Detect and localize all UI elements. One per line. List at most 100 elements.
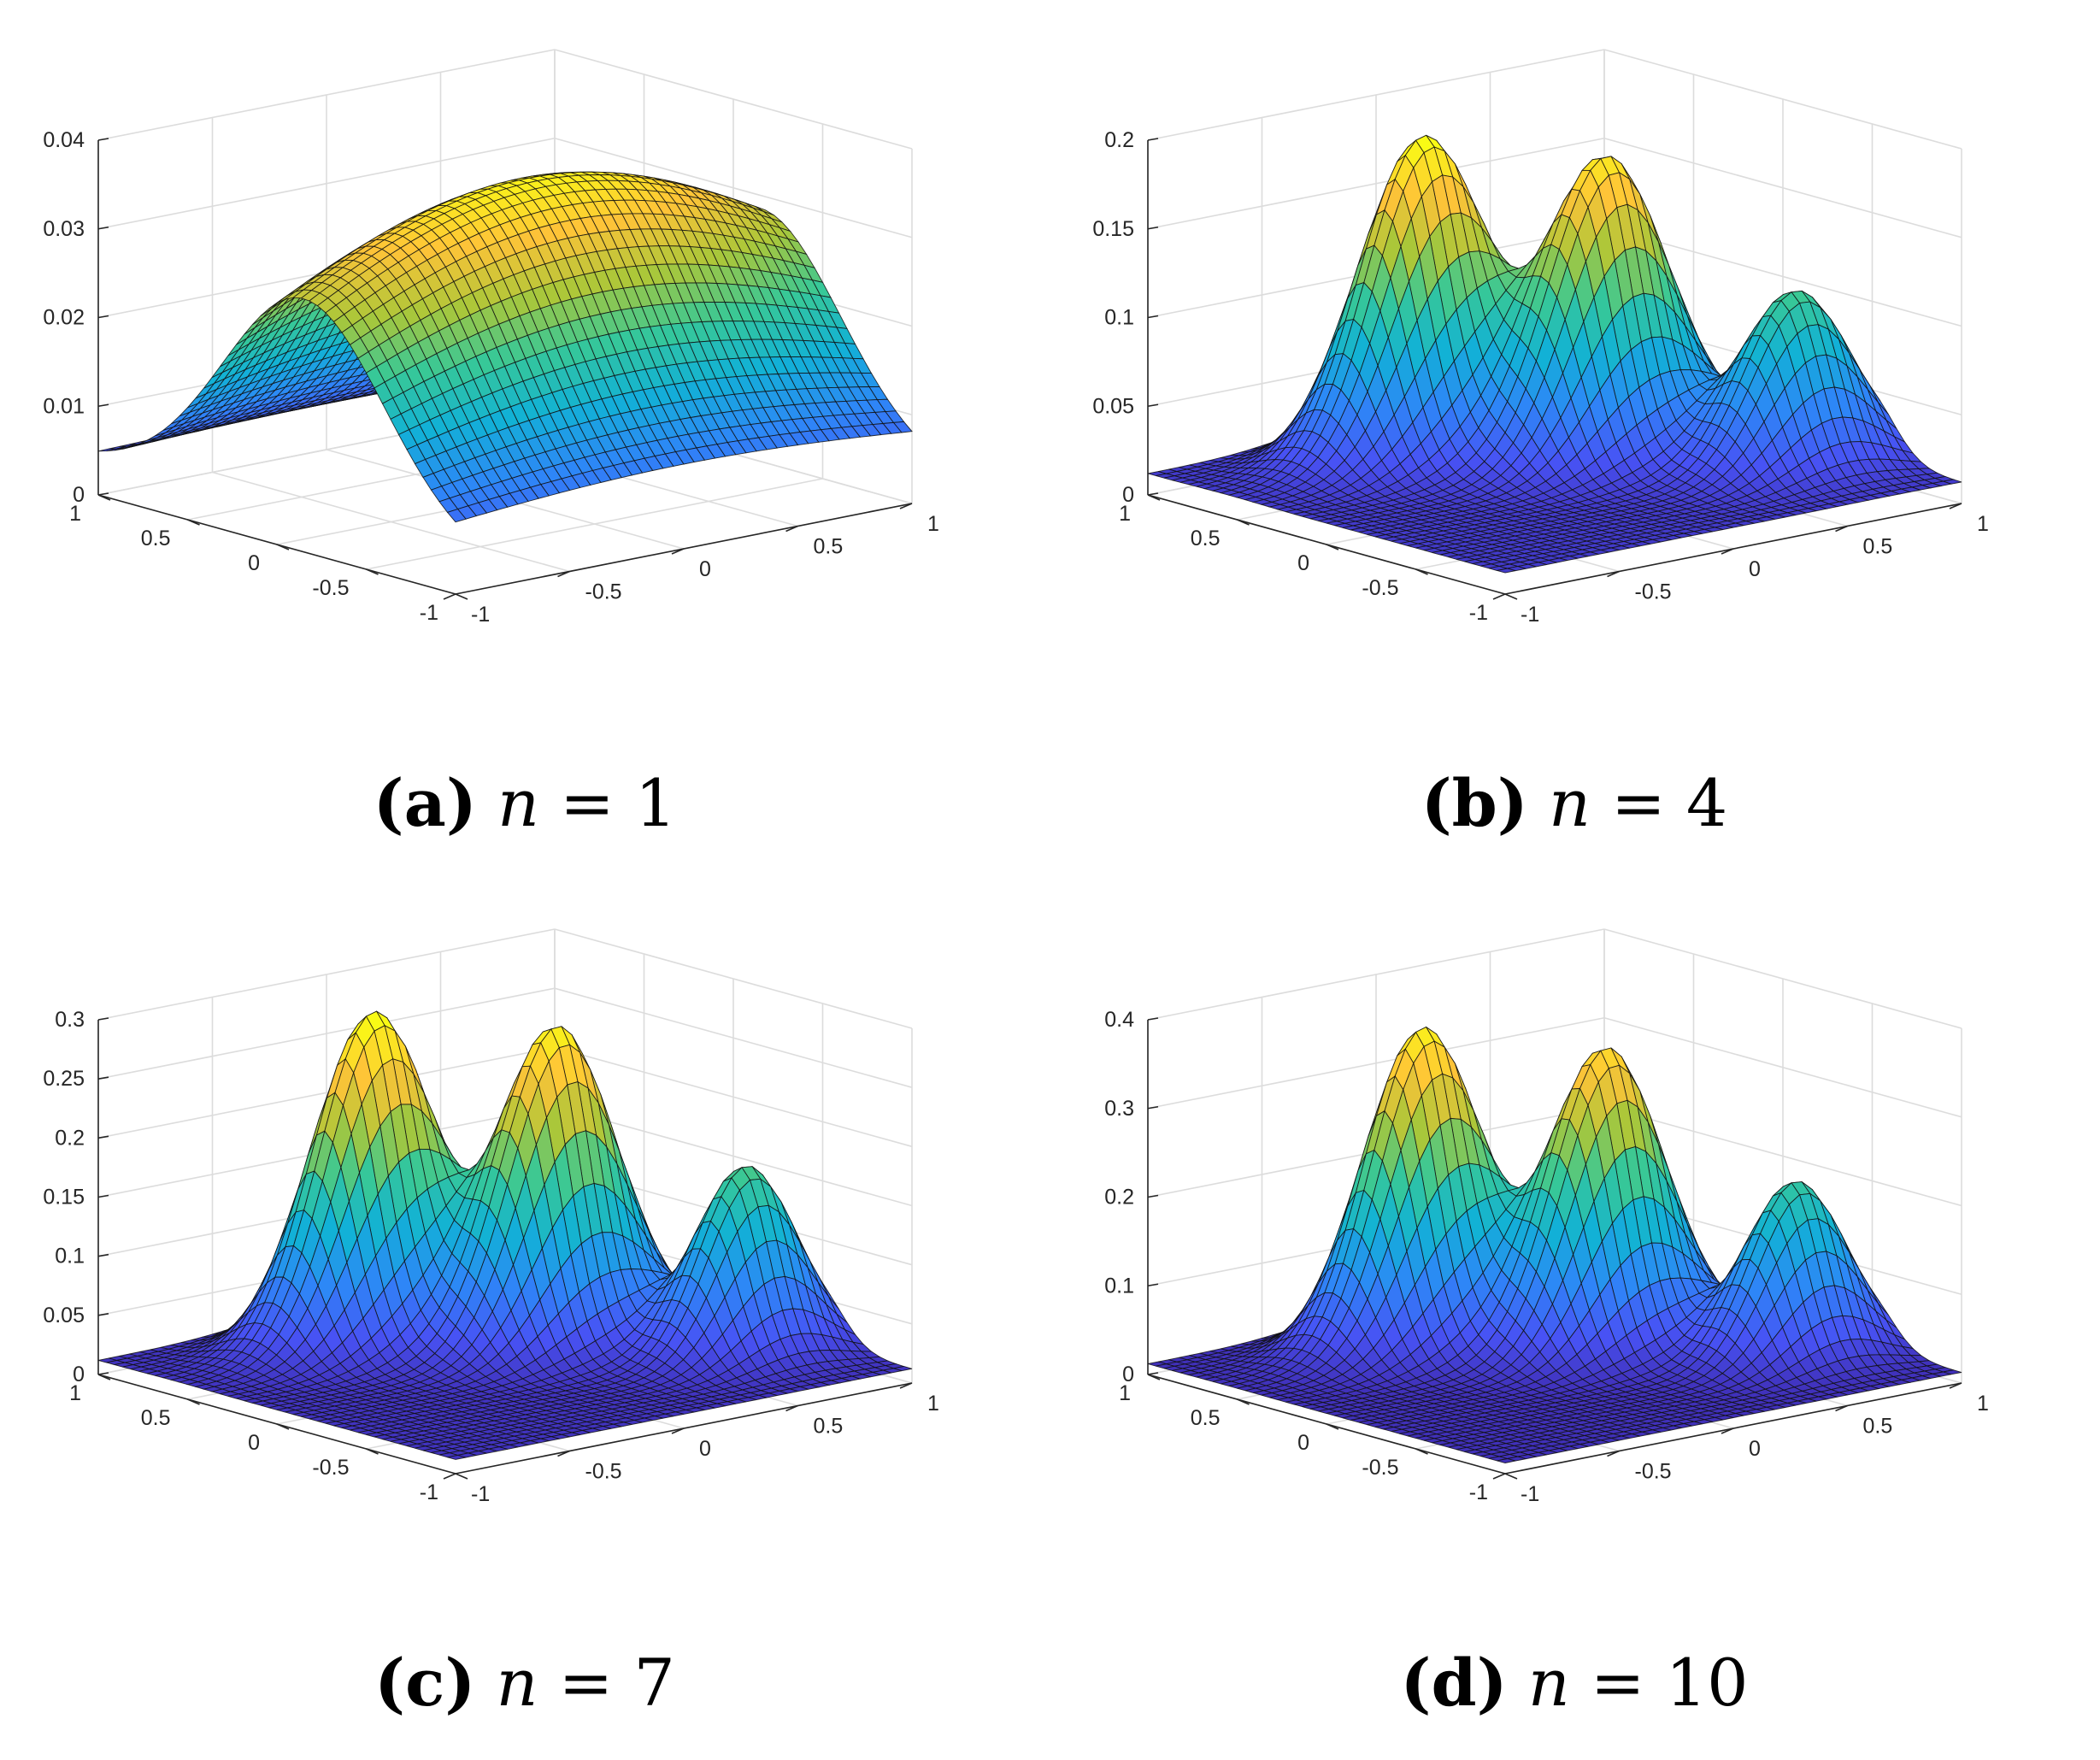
z-tick: [97, 1313, 109, 1316]
y-tick-label: 0.5: [141, 527, 171, 550]
caption-a: (a) n = 1: [0, 765, 1050, 841]
z-tick-label: 0.02: [43, 306, 85, 330]
wall-grid-line: [1603, 49, 1962, 150]
x-tick-label: 0.5: [1863, 535, 1893, 559]
wall-grid-line: [1603, 226, 1962, 327]
x-tick-label: -1: [471, 603, 490, 627]
z-tick-label: 0.2: [1104, 128, 1134, 152]
y-tick: [1504, 593, 1518, 600]
caption-value: 4: [1685, 765, 1728, 841]
x-tick: [1721, 548, 1734, 555]
z-tick: [97, 1372, 109, 1375]
surface-mesh: [97, 171, 913, 523]
z-tick: [1147, 403, 1159, 408]
z-tick-label: 0.3: [55, 1008, 85, 1032]
panel-a: 0 0.01 0.02 0.03 0.04 -1 -0.5 0 0.5 1 -1 -0.5 0 0.5 1 …: [0, 0, 1050, 880]
y-tick-label: -0.5: [312, 576, 349, 600]
x-tick-label: -0.5: [1635, 580, 1672, 604]
y-tick-label: -0.5: [1362, 576, 1398, 600]
y-tick-label: -1: [420, 1480, 438, 1504]
x-tick-label: 0: [699, 1437, 711, 1461]
x-tick-label: 1: [927, 1392, 939, 1416]
y-tick: [97, 1374, 111, 1380]
x-tick: [443, 1473, 456, 1480]
y-tick-label: 0: [1297, 551, 1309, 575]
x-tick: [1607, 570, 1620, 578]
z-tick: [97, 138, 109, 141]
surface-mesh: [1147, 134, 1962, 574]
y-tick: [366, 1448, 379, 1455]
x-tick-label: 1: [1977, 512, 1989, 536]
x-tick: [785, 525, 798, 533]
surface-patch: [1497, 568, 1516, 574]
y-tick-label: -1: [420, 601, 438, 625]
y-tick: [276, 544, 290, 550]
z-tick: [1147, 315, 1159, 319]
z-tick-label: 0.04: [43, 128, 85, 152]
wall-grid-line: [554, 49, 913, 150]
x-tick-label: -0.5: [585, 1460, 622, 1484]
z-tick: [97, 492, 109, 496]
y-tick-label: 0: [248, 1431, 260, 1455]
caption-equals: =: [1611, 765, 1666, 841]
wall-grid-line: [1147, 137, 1605, 230]
wall-grid-line: [1147, 49, 1605, 141]
z-tick-label: 0.15: [1092, 217, 1134, 241]
x-tick: [443, 593, 456, 600]
y-tick: [455, 1473, 468, 1480]
caption-value: 1: [634, 765, 677, 841]
x-tick: [557, 570, 570, 578]
wall-grid-line: [554, 1046, 913, 1148]
z-tick: [97, 403, 109, 408]
z-tick-label: 0.2: [55, 1126, 85, 1150]
caption-variable: n: [497, 765, 539, 841]
wall-grid-line: [554, 928, 913, 1029]
y-tick-label: -1: [1469, 601, 1488, 625]
z-tick-label: 0: [1122, 483, 1134, 507]
y-tick: [97, 494, 111, 501]
y-tick: [1237, 519, 1250, 526]
wall-grid-line: [1603, 137, 1962, 238]
z-tick: [97, 1194, 109, 1198]
x-tick-label: -1: [1521, 603, 1539, 627]
x-tick-label: -0.5: [585, 580, 622, 604]
z-tick: [97, 1076, 109, 1080]
wall-grid-line: [554, 1105, 913, 1207]
z-tick-label: 0.03: [43, 217, 85, 241]
z-tick-label: 0: [73, 1363, 85, 1386]
x-tick: [1492, 593, 1506, 600]
x-tick: [671, 1427, 685, 1434]
z-tick: [97, 226, 109, 230]
z-tick-label: 0: [73, 483, 85, 507]
z-tick: [1147, 138, 1159, 141]
x-tick-label: 0: [1749, 557, 1761, 581]
y-tick: [1326, 544, 1339, 550]
x-tick-label: 0: [699, 557, 711, 581]
z-tick-label: 0.01: [43, 394, 85, 418]
z-tick: [1147, 226, 1159, 230]
wall-grid-line: [554, 987, 913, 1088]
z-tick-label: 0.05: [43, 1304, 85, 1327]
wall-grid-line: [554, 137, 913, 238]
z-tick: [97, 1253, 109, 1257]
wall-grid-line: [97, 49, 556, 141]
z-tick-label: 0.15: [43, 1186, 85, 1210]
y-tick-label: 1: [69, 502, 81, 526]
x-tick: [1835, 525, 1848, 533]
z-tick-label: 0.1: [55, 1245, 85, 1268]
surface-plot-c: 00.050.10.150.20.250.3-1-0.500.51-1-0.50…: [43, 928, 939, 1506]
y-tick-label: 1: [1119, 502, 1131, 526]
y-tick-label: 1: [69, 1381, 81, 1405]
x-tick-label: -1: [471, 1482, 490, 1506]
y-tick: [1147, 494, 1161, 501]
caption-b: (b) n = 4: [1050, 765, 2099, 841]
z-tick: [97, 1135, 109, 1139]
caption-label: (a): [373, 765, 477, 841]
surface-patch: [446, 509, 467, 523]
panel-b: 0 0.05 0.1 0.15 0.2 -1 -0.5 0 0.5 1 -1 -0.5 0 0.5 1 (b…: [1050, 0, 2099, 880]
y-tick-label: 0.5: [1191, 527, 1221, 550]
x-tick: [785, 1404, 798, 1412]
x-tick: [671, 548, 685, 555]
z-tick: [1147, 492, 1159, 496]
wall-grid-line: [97, 1046, 556, 1139]
